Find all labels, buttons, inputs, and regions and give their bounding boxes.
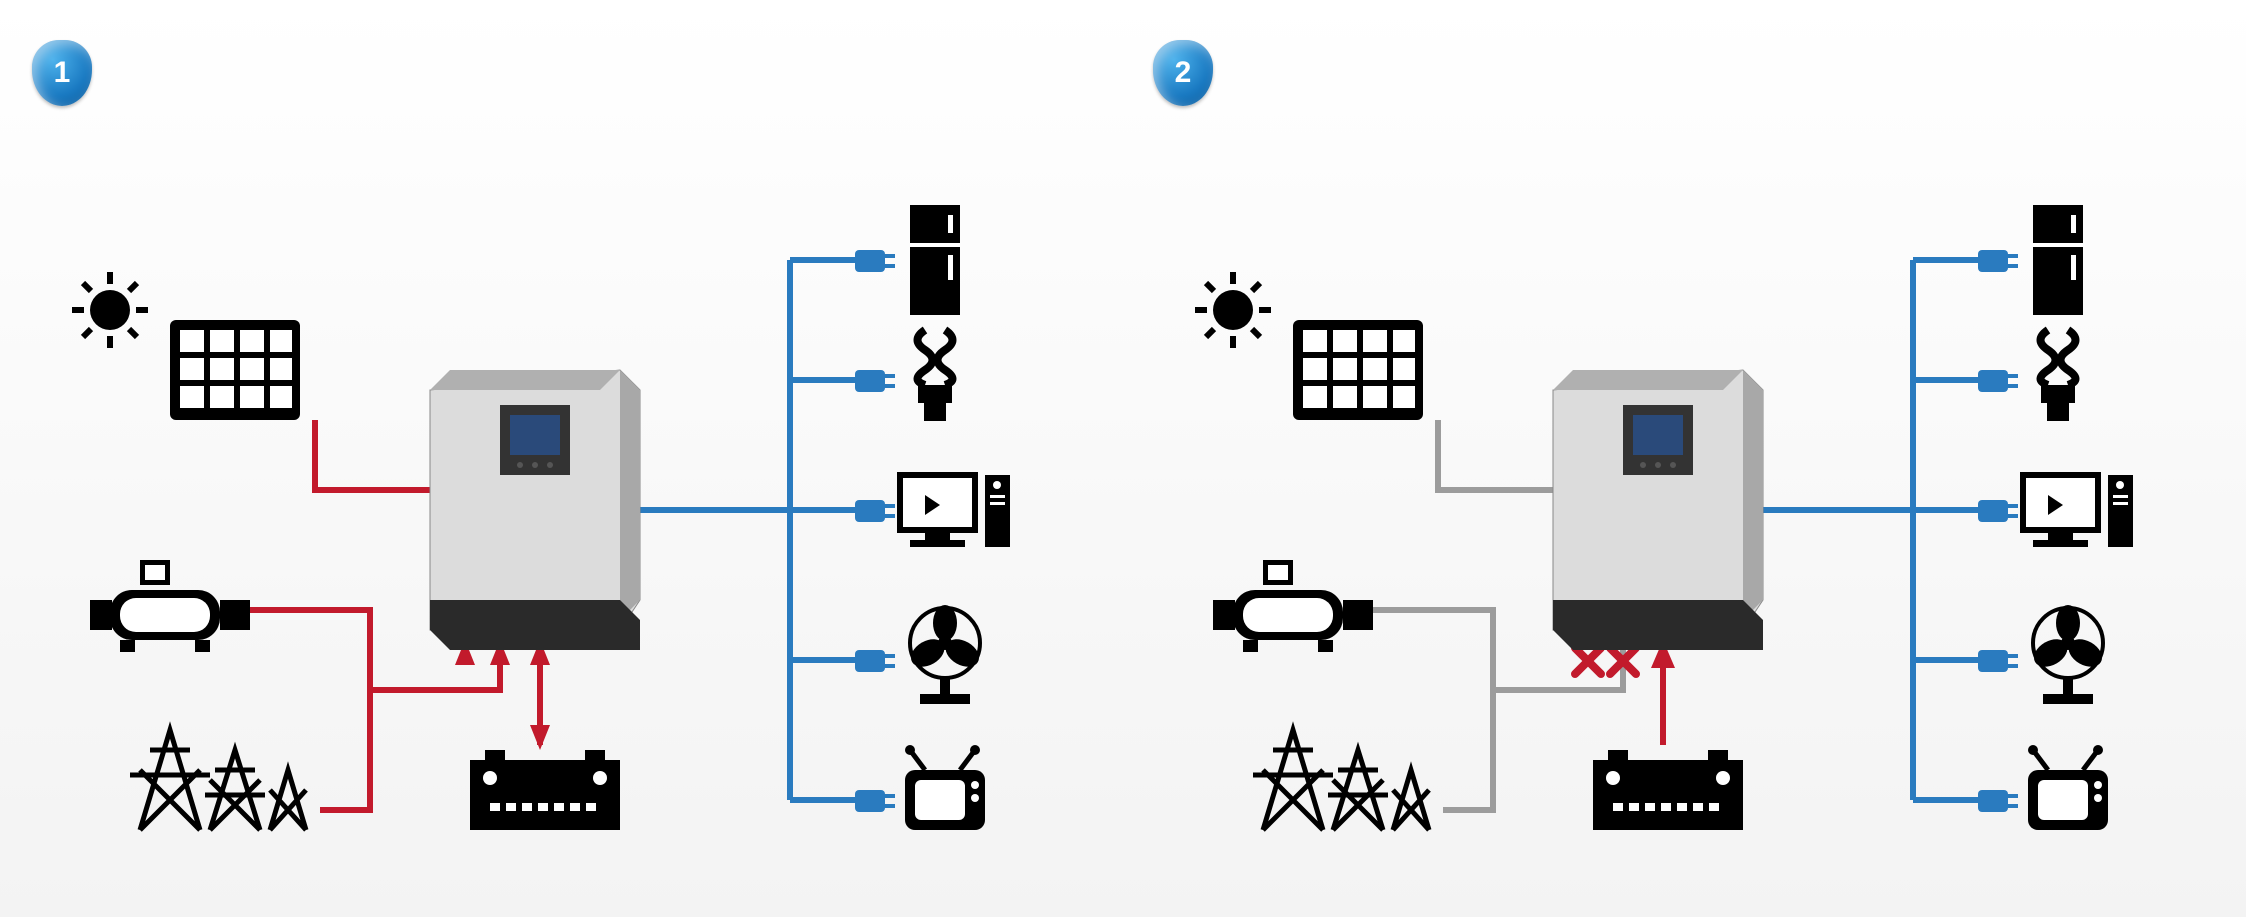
tv-icon [905,745,985,830]
arrowhead-batt-down [530,725,550,750]
fridge-icon [910,205,960,315]
output-bus-1 [640,260,855,800]
page: 1 [0,0,2246,917]
computer-icon [2023,475,2133,547]
sun-icon [72,272,148,348]
grid-icon [1253,730,1429,830]
panel-1: 1 [0,0,1123,917]
fridge-icon [2033,205,2083,315]
plug-icon [1978,790,2018,812]
solar-panel-icon [170,320,300,420]
bulb-icon [918,330,953,421]
plug-icon [855,650,895,672]
inverter-icon [1553,370,1763,650]
computer-icon [900,475,1010,547]
grid-icon [130,730,306,830]
plugs-1 [855,250,895,812]
inverter-icon [430,370,640,650]
wire-generator [1373,610,1493,690]
plug-icon [1978,500,2018,522]
battery-icon [470,750,620,830]
plug-icon [855,370,895,392]
fan-icon [2029,605,2107,704]
diagram-2 [1123,0,2246,917]
tv-icon [2028,745,2108,830]
plugs-2 [1978,250,2018,812]
plug-icon [1978,650,2018,672]
solar-panel-icon [1293,320,1423,420]
plug-icon [1978,250,2018,272]
output-bus-2 [1763,260,1978,800]
plug-icon [855,790,895,812]
cross-marks [1575,648,1636,674]
panel-2: 2 [1123,0,2246,917]
generator-icon [1213,560,1373,652]
battery-icon [1593,750,1743,830]
plug-icon [855,500,895,522]
sun-icon [1195,272,1271,348]
fan-icon [906,605,984,704]
bulb-icon [2041,330,2076,421]
generator-icon [90,560,250,652]
plug-icon [855,250,895,272]
diagram-1 [0,0,1123,917]
wire-generator [250,610,370,690]
plug-icon [1978,370,2018,392]
